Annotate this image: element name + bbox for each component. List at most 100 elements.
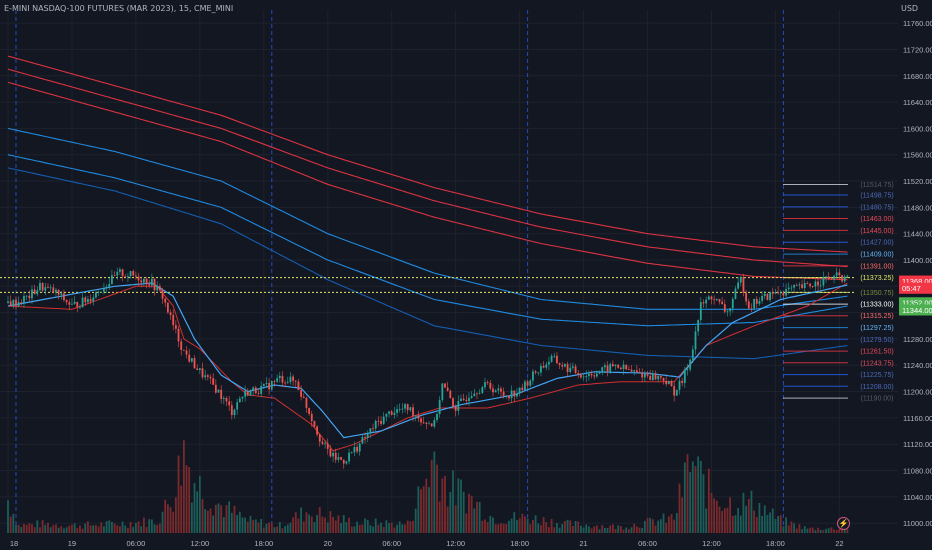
candle-body <box>574 366 577 374</box>
volume-bar <box>497 524 500 533</box>
candle-body <box>127 276 129 278</box>
candle-body <box>196 368 199 371</box>
volume-bar <box>204 509 207 533</box>
candle-body <box>830 278 833 280</box>
price-level-label: (11427.00) <box>860 240 893 247</box>
volume-bar <box>785 517 787 533</box>
candle-body <box>718 299 721 302</box>
volume-bar <box>361 524 364 533</box>
candle-body <box>534 371 537 373</box>
volume-bar <box>699 460 702 533</box>
candle-body <box>318 434 321 442</box>
candle-body <box>801 284 803 289</box>
price-badge-label: 11344.00 <box>902 306 932 315</box>
volume-bar <box>87 521 89 533</box>
candle-body <box>771 291 774 294</box>
volume-bar <box>476 501 478 533</box>
candle-body <box>452 398 454 407</box>
volume-bar <box>718 506 721 533</box>
candle-body <box>675 389 678 396</box>
volume-bar <box>318 507 321 533</box>
volume-bar <box>675 513 678 533</box>
volume-bar <box>500 523 502 533</box>
candle-body <box>625 364 628 370</box>
volume-bar <box>417 486 420 533</box>
candle-body <box>779 292 782 294</box>
y-tick-label: 11160.00 <box>903 414 932 423</box>
candle-body <box>20 302 23 304</box>
candle-body <box>793 284 795 288</box>
x-tick-label: 06:00 <box>638 539 657 548</box>
volume-bar <box>422 486 425 533</box>
time-axis[interactable]: 18 19 06:00 12:00 18:00 20 06:00 12:00 18:00 21 06… <box>0 533 932 550</box>
candle-body <box>198 368 201 371</box>
x-tick-label: 20 <box>324 539 332 548</box>
candle-body <box>39 282 41 291</box>
candle-body <box>103 288 105 292</box>
volume-bar <box>779 515 782 533</box>
volume-bar <box>60 526 63 533</box>
candle-body <box>396 409 398 413</box>
volume-bar <box>164 499 167 533</box>
candle-body <box>177 328 180 342</box>
candle-body <box>822 277 825 286</box>
candle-body <box>457 401 460 411</box>
price-axis[interactable]: 11760.00 11720.00 11680.00 11640.00 11600.00… <box>898 0 932 550</box>
volume-bar <box>526 518 529 533</box>
candle-body <box>398 408 401 410</box>
volume-bar <box>76 528 79 533</box>
volume-bar <box>510 518 513 533</box>
candle-body <box>550 355 553 362</box>
volume-bar <box>502 523 505 533</box>
volume-bar <box>300 507 303 533</box>
volume-bar <box>172 511 175 533</box>
candle-body <box>598 371 601 374</box>
price-badge <box>899 304 932 316</box>
volume-bar <box>619 526 622 533</box>
volume-bar <box>262 527 265 533</box>
candle-body <box>332 452 334 457</box>
volume-bar <box>715 500 718 533</box>
volume-bar <box>313 522 316 533</box>
volume-bar <box>220 505 223 533</box>
symbol-title[interactable]: E-MINI NASDAQ-100 FUTURES (MAR 2023), 15… <box>4 4 234 13</box>
y-tick-label: 11760.00 <box>903 19 932 28</box>
volume-bar <box>161 511 164 533</box>
volume-bar <box>518 518 521 533</box>
volume-bar <box>601 525 604 533</box>
volume-bar <box>489 515 492 533</box>
candle-body <box>297 381 300 391</box>
volume-bar <box>830 527 833 533</box>
volume-bar <box>486 522 489 533</box>
x-tick-label: 18:00 <box>510 539 529 548</box>
volume-bar <box>580 525 582 533</box>
candle-body <box>489 382 492 389</box>
volume-bar <box>710 493 713 533</box>
volume-bar <box>683 462 686 533</box>
candle-body <box>705 299 708 304</box>
volume-bar <box>198 475 201 533</box>
volume-bar <box>761 515 764 533</box>
volume-bar <box>55 524 57 533</box>
volume-bar <box>214 504 217 533</box>
price-level-labels: (11514.75) (11498.75) (11480.75) (11463.00)… <box>860 182 893 403</box>
volume-bar <box>188 466 191 533</box>
volume-bar <box>460 479 462 533</box>
candle-body <box>747 301 750 309</box>
volume-bar <box>689 472 692 533</box>
lightning-icon[interactable]: ⚡ <box>837 517 850 530</box>
candle-body <box>172 315 175 326</box>
volume-bar <box>606 528 609 533</box>
y-tick-label: 11120.00 <box>903 440 932 449</box>
price-level-label: (11208.00) <box>860 384 893 391</box>
candle-body <box>673 386 676 396</box>
y-tick-label: 11560.00 <box>903 151 932 160</box>
volume-bar <box>553 527 556 533</box>
volume-bar <box>308 514 311 533</box>
price-level-label: (11409.00) <box>860 252 893 259</box>
volume-bar <box>662 513 665 533</box>
candle-body <box>132 271 135 276</box>
candle-body <box>254 387 257 394</box>
